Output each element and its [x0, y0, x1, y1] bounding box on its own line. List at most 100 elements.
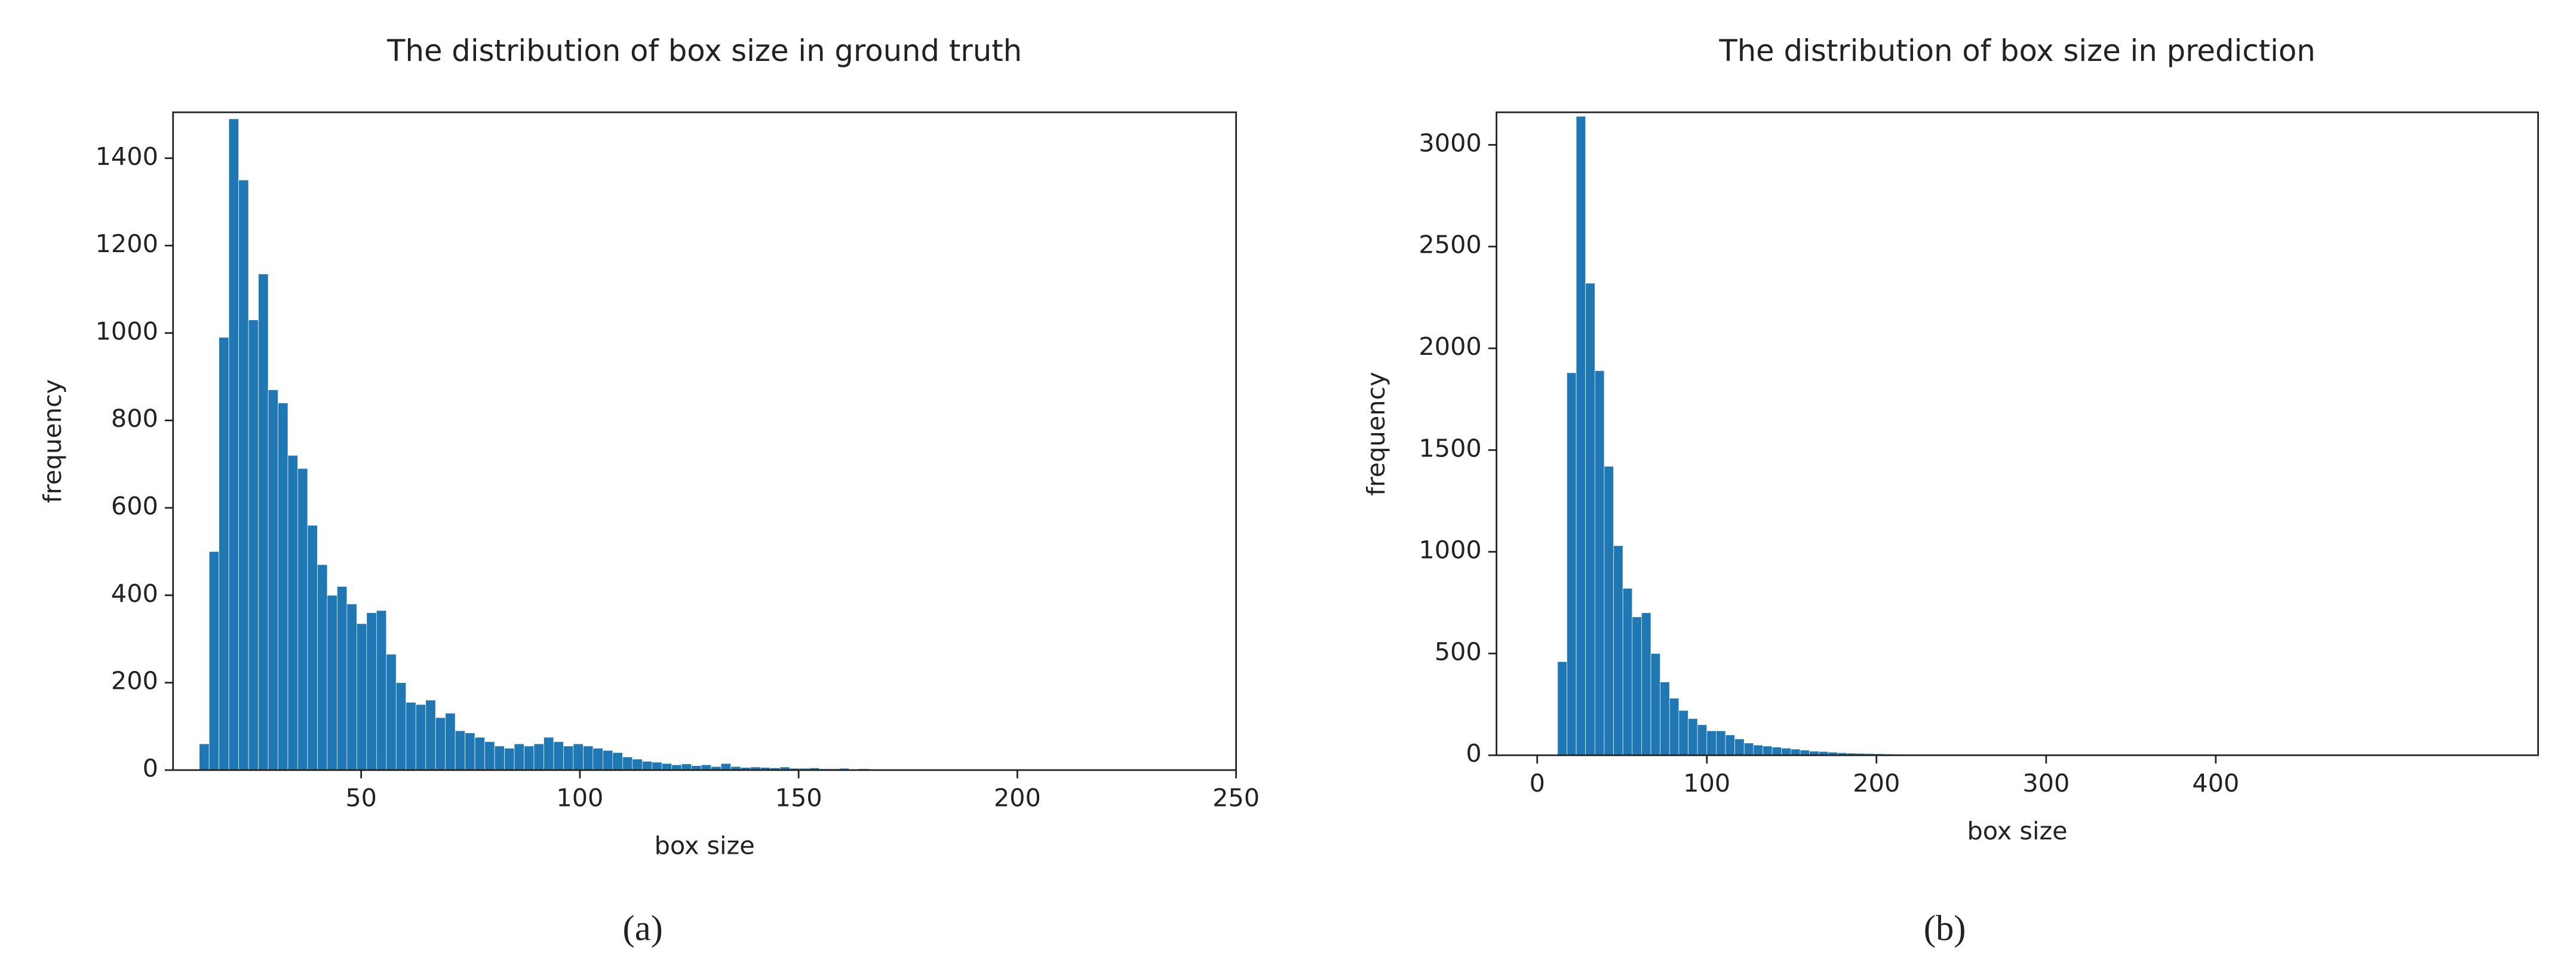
bar — [1567, 372, 1577, 756]
bar — [1688, 718, 1698, 756]
bar — [652, 762, 662, 771]
bar — [494, 746, 505, 771]
bar — [514, 743, 524, 771]
x-tick-label: 150 — [775, 784, 822, 813]
y-tick-label: 1500 — [1419, 434, 1481, 462]
bar — [612, 752, 623, 771]
bar — [297, 468, 308, 771]
y-tick-label: 0 — [143, 754, 158, 783]
y-axis-label: frequency — [1362, 372, 1390, 496]
y-axis-label: frequency — [38, 379, 67, 504]
bar — [248, 320, 259, 771]
bar — [455, 730, 465, 771]
bar — [1604, 466, 1614, 756]
bar — [1781, 747, 1791, 756]
bar — [524, 746, 535, 771]
bar — [317, 564, 328, 771]
bar — [474, 737, 485, 771]
bar — [287, 455, 298, 771]
bar — [720, 763, 731, 771]
bar — [406, 702, 416, 771]
bar — [1771, 747, 1782, 756]
bar — [278, 403, 288, 771]
bar — [435, 717, 446, 771]
bar — [219, 337, 229, 771]
bar — [307, 525, 318, 771]
bar — [484, 741, 495, 771]
bar — [1650, 653, 1661, 756]
bar — [1557, 661, 1567, 756]
y-tick-label: 1000 — [96, 317, 158, 345]
y-tick-label: 800 — [111, 404, 158, 433]
bar — [563, 746, 574, 771]
bar — [1725, 734, 1735, 756]
bar — [425, 700, 436, 771]
y-tick-label: 500 — [1435, 637, 1482, 666]
bar — [681, 764, 692, 771]
bar — [208, 551, 219, 771]
caption: (b) — [1924, 908, 1966, 948]
y-tick-label: 600 — [111, 492, 158, 520]
bar — [1660, 682, 1670, 756]
bar — [1716, 730, 1726, 756]
bar — [533, 743, 544, 771]
y-tick-label: 1000 — [1419, 536, 1481, 565]
bar — [238, 180, 249, 771]
x-tick-label: 400 — [2192, 769, 2239, 798]
bar — [337, 586, 348, 771]
bar — [1743, 743, 1754, 756]
caption: (a) — [623, 908, 663, 948]
bar — [504, 748, 515, 771]
y-tick-label: 400 — [111, 579, 158, 608]
bar — [357, 623, 367, 771]
bar — [1763, 746, 1773, 756]
bar — [1734, 738, 1745, 756]
y-tick-label: 1200 — [96, 229, 158, 258]
bar — [1622, 588, 1633, 756]
bar — [199, 743, 210, 771]
bar — [544, 737, 554, 771]
bar — [415, 704, 426, 771]
y-tick-label: 2500 — [1419, 231, 1481, 259]
bar — [1641, 612, 1651, 756]
bar — [228, 118, 239, 771]
x-tick-label: 100 — [1683, 769, 1730, 798]
bar — [258, 274, 269, 771]
bar — [1706, 730, 1717, 756]
bar — [366, 612, 377, 771]
bar — [346, 603, 357, 771]
x-tick-label: 250 — [1212, 784, 1260, 813]
y-tick-label: 2000 — [1419, 332, 1481, 361]
plot-frame — [1496, 111, 2539, 756]
x-tick-label: 0 — [1530, 769, 1545, 798]
x-tick-label: 300 — [2022, 769, 2070, 798]
bar — [1613, 545, 1623, 756]
bar — [1669, 698, 1680, 756]
bar — [1585, 283, 1595, 756]
bar — [268, 390, 278, 771]
bar — [553, 741, 564, 771]
bar — [632, 759, 643, 771]
bar — [445, 713, 456, 771]
y-tick-label: 0 — [1466, 739, 1481, 768]
bar — [622, 756, 633, 771]
bar — [1697, 724, 1708, 756]
bar — [1594, 370, 1605, 756]
chart-title: The distribution of box size in ground t… — [386, 33, 1022, 68]
bar — [376, 610, 387, 771]
bar — [641, 761, 653, 771]
x-tick-label: 100 — [556, 784, 603, 813]
bar — [1632, 617, 1642, 756]
bar — [465, 732, 475, 771]
bar — [1753, 744, 1763, 756]
bar — [603, 750, 613, 771]
bar — [661, 763, 673, 771]
bar — [327, 595, 337, 771]
chart-title: The distribution of box size in predicti… — [1718, 33, 2315, 68]
bar — [1791, 749, 1801, 756]
x-tick-label: 200 — [994, 784, 1041, 813]
bar — [573, 743, 584, 771]
x-tick-label: 50 — [345, 784, 377, 813]
y-tick-label: 1400 — [96, 142, 158, 171]
